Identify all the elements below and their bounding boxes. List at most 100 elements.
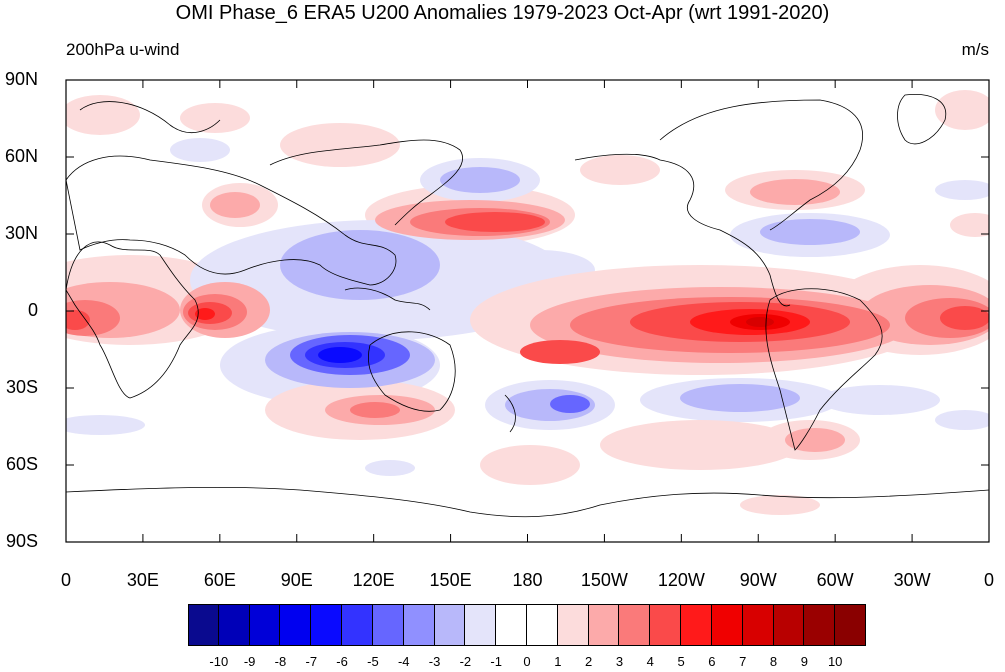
- anomaly-blob: [440, 167, 520, 193]
- colorbar-tick-label: 10: [827, 654, 843, 669]
- colorbar-tick-label: 3: [615, 654, 624, 669]
- variable-label: 200hPa u-wind: [66, 40, 180, 59]
- colorbar-tick-label: -3: [428, 654, 441, 669]
- coastline: [344, 287, 431, 311]
- coastline: [504, 394, 516, 433]
- lat-tick-label: 90S: [5, 531, 38, 551]
- anomaly-blob: [935, 410, 989, 430]
- coastlines: [66, 94, 989, 518]
- anomaly-blob: [600, 420, 800, 470]
- anomaly-blob: [950, 213, 989, 237]
- colorbar-swatch: [773, 604, 805, 646]
- colorbar-swatch: [434, 604, 466, 646]
- lon-tick-label: 150W: [580, 570, 628, 590]
- anomaly-blob: [520, 340, 600, 364]
- colorbar-swatch: [804, 604, 836, 646]
- colorbar-swatch: [588, 604, 620, 646]
- anomaly-blob: [760, 219, 860, 245]
- coastline: [765, 288, 883, 451]
- colorbar-swatch: [249, 604, 281, 646]
- colorbar-swatch: [218, 604, 250, 646]
- anomaly-blob: [580, 155, 660, 185]
- anomaly-blob: [66, 95, 140, 135]
- anomaly-blob: [785, 428, 845, 452]
- coastline: [269, 139, 463, 226]
- map-title: OMI Phase_6 ERA5 U200 Anomalies 1979-202…: [175, 2, 830, 24]
- colorbar-swatch: [650, 604, 682, 646]
- lon-tick-label: 60W: [816, 570, 854, 590]
- lon-tick-label: 90E: [280, 570, 313, 590]
- colorbar-tick-label: -5: [367, 654, 379, 669]
- colorbar-tick-label: 5: [677, 654, 685, 669]
- colorbar-swatch: [496, 604, 527, 646]
- lat-tick-label: 30S: [5, 377, 38, 397]
- coastline: [66, 486, 989, 518]
- lon-tick-label: 150E: [429, 570, 472, 590]
- anomaly-blob: [66, 415, 145, 435]
- coastline: [368, 331, 456, 412]
- anomaly-blob: [740, 495, 820, 515]
- lat-tick-label: 0: [27, 300, 38, 320]
- anomaly-blob: [210, 192, 260, 218]
- colorbar-tick-label: -6: [336, 654, 348, 669]
- anomaly-blob: [445, 212, 545, 232]
- anomaly-blob: [365, 460, 415, 476]
- colorbar-tick-label: -7: [305, 654, 318, 669]
- colorbar-tick-label: -2: [459, 654, 472, 669]
- colorbar-swatch: [342, 604, 373, 646]
- lat-tick-label: 60S: [5, 454, 38, 474]
- lon-tick-label: 60E: [203, 570, 236, 590]
- colorbar-swatch: [619, 604, 651, 646]
- colorbar-tick-label: -1: [490, 654, 502, 669]
- colorbar-swatch: [188, 604, 219, 646]
- colorbar-tick-label: -4: [397, 654, 410, 669]
- anomaly-blob: [935, 180, 989, 200]
- colorbar-swatch: [311, 604, 343, 646]
- lat-tick-label: 90N: [4, 69, 38, 89]
- colorbar-tick-label: 4: [646, 654, 654, 669]
- anomaly-blob: [750, 179, 840, 205]
- coastline: [659, 99, 863, 231]
- units-label: m/s: [961, 40, 989, 59]
- lon-tick-label: 120W: [657, 570, 705, 590]
- anomaly-blob: [746, 317, 774, 327]
- colorbar-tick-label: 0: [523, 654, 531, 669]
- axis-ticks: [65, 79, 990, 543]
- anomaly-blob: [195, 308, 215, 320]
- anomaly-blob: [550, 395, 590, 413]
- anomaly-blob: [940, 306, 989, 330]
- colorbar-swatch: [711, 604, 743, 646]
- colorbar-tick-label: 7: [739, 654, 747, 669]
- lon-tick-label: 30E: [126, 570, 159, 590]
- anomaly-blob: [280, 230, 440, 300]
- colorbar-tick-label: -9: [243, 654, 256, 669]
- colorbar-swatch: [742, 604, 774, 646]
- coastline: [66, 155, 397, 286]
- colorbar-tick-label: 8: [769, 654, 778, 669]
- colorbar-tick-label: -8: [274, 654, 287, 669]
- anomaly-blob: [935, 90, 989, 130]
- lon-tick-label: 120E: [352, 570, 395, 590]
- anomaly-blob: [180, 103, 250, 133]
- coastline: [66, 241, 199, 399]
- lon-tick-label: 0: [983, 570, 994, 590]
- colorbar-swatch: [527, 604, 558, 646]
- colorbar-tick-label: -10: [209, 654, 229, 669]
- lat-tick-label: 30N: [4, 223, 38, 243]
- colorbar: [188, 604, 866, 646]
- anomaly-blob: [280, 123, 400, 167]
- colorbar-tick-label: 1: [554, 654, 562, 669]
- anomaly-blob: [680, 384, 800, 412]
- anomaly-blob: [66, 310, 90, 330]
- colorbar-swatch: [403, 604, 435, 646]
- colorbar-tick-label: 2: [585, 654, 593, 669]
- colorbar-swatch: [280, 604, 312, 646]
- coastline: [574, 153, 791, 307]
- lat-tick-label: 60N: [4, 146, 38, 166]
- colorbar-swatch: [557, 604, 589, 646]
- coastline: [897, 94, 947, 145]
- colorbar-tick-label: 6: [708, 654, 716, 669]
- anomaly-blob: [480, 445, 580, 485]
- anomaly-shading: [66, 90, 989, 515]
